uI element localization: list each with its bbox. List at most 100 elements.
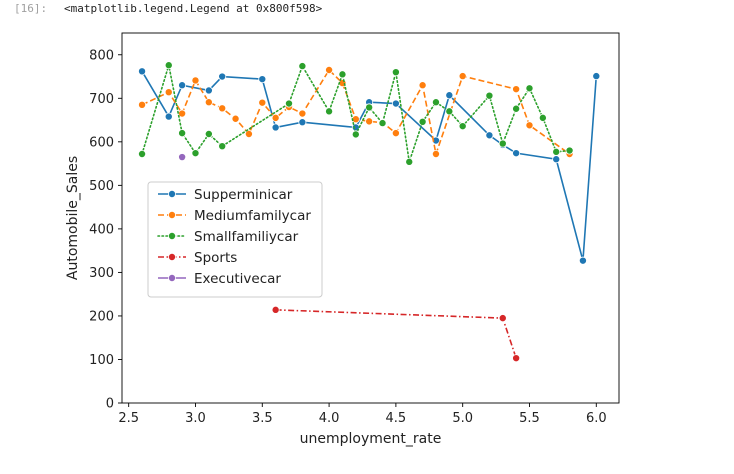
data-point: [271, 305, 280, 314]
data-point: [418, 81, 427, 90]
data-point: [298, 118, 307, 127]
data-point: [138, 67, 147, 76]
data-point: [512, 149, 521, 158]
data-point: [218, 142, 227, 151]
data-point: [498, 139, 507, 148]
data-point: [418, 117, 427, 126]
x-tick-label: 5.5: [519, 411, 540, 426]
series-line-sports: [275, 309, 517, 359]
data-point: [525, 84, 534, 93]
series-executivecar: [178, 153, 187, 162]
data-point: [231, 114, 240, 123]
cell-prompt: [16]:: [14, 2, 48, 15]
legend-label-supperminicar: Supperminicar: [194, 187, 293, 203]
data-point: [538, 113, 547, 122]
data-point: [298, 62, 307, 71]
data-point: [325, 66, 334, 75]
series-supperminicar: [138, 67, 601, 265]
data-point: [512, 85, 521, 94]
y-tick-label: 300: [89, 266, 114, 281]
legend-marker-supperminicar: [167, 189, 176, 198]
data-point: [498, 314, 507, 323]
legend-label-executivecar: Executivecar: [194, 271, 281, 287]
y-tick-label: 600: [89, 135, 114, 150]
x-tick-label: 5.0: [452, 411, 473, 426]
data-point: [351, 115, 360, 124]
data-point: [218, 72, 227, 81]
legend-marker-executivecar: [167, 273, 176, 282]
data-point: [258, 75, 267, 84]
data-point: [164, 61, 173, 70]
data-point: [351, 130, 360, 139]
data-point: [271, 123, 280, 132]
y-tick-label: 200: [89, 309, 114, 324]
y-tick-label: 800: [89, 48, 114, 63]
data-point: [552, 155, 561, 164]
data-point: [164, 88, 173, 97]
data-point: [458, 122, 467, 131]
legend-marker-smallfamiliycar: [167, 231, 176, 240]
y-tick-label: 0: [106, 397, 114, 412]
legend-label-mediumfamilycar: Mediumfamilycar: [194, 208, 311, 224]
data-point: [178, 81, 187, 90]
axes-layer: 2.5 3.0 3.5 4.0 4.5 5.0 5.5 6.0 0 100 200 300 400 500…: [65, 32, 620, 447]
x-tick-label: 4.5: [386, 411, 407, 426]
data-point: [391, 99, 400, 108]
data-point: [512, 354, 521, 363]
series-line-mediumfamilycar: [141, 68, 571, 158]
data-point: [391, 68, 400, 77]
series-smallfamiliycar: [138, 61, 574, 166]
data-point: [458, 72, 467, 81]
data-point: [218, 104, 227, 113]
data-point: [164, 112, 173, 121]
data-point: [431, 150, 440, 159]
series-mediumfamilycar: [138, 66, 574, 159]
x-tick-label: 4.0: [319, 411, 340, 426]
data-point: [578, 256, 587, 265]
legend-label-sports: Sports: [194, 250, 237, 266]
data-point: [338, 70, 347, 79]
y-axis-label: Automobile_Sales: [65, 156, 81, 280]
data-point: [365, 103, 374, 112]
x-tick-label: 6.0: [586, 411, 607, 426]
data-point: [378, 119, 387, 128]
data-point: [285, 99, 294, 108]
data-point: [191, 149, 200, 158]
data-point: [552, 147, 561, 156]
x-tick-label: 3.0: [185, 411, 206, 426]
data-point: [391, 129, 400, 138]
data-point: [204, 129, 213, 138]
data-point: [244, 129, 253, 138]
data-point: [565, 146, 574, 155]
data-point: [178, 109, 187, 118]
y-tick-label: 700: [89, 92, 114, 107]
data-point: [445, 107, 454, 116]
data-point: [405, 157, 414, 166]
data-point: [298, 109, 307, 118]
y-tick-label: 500: [89, 179, 114, 194]
legend: Supperminicar Mediumfamilycar Smallfamiliy…: [147, 181, 323, 298]
data-point: [431, 98, 440, 107]
legend-box: [147, 181, 323, 298]
data-point: [485, 91, 494, 100]
data-point: [204, 98, 213, 107]
legend-marker-sports: [167, 252, 176, 261]
data-point: [365, 117, 374, 126]
data-point: [512, 104, 521, 113]
series-sports: [271, 305, 521, 363]
data-point: [138, 100, 147, 109]
data-point: [445, 91, 454, 100]
plot-frame: [121, 32, 620, 404]
data-point: [178, 129, 187, 138]
legend-marker-mediumfamilycar: [167, 210, 176, 219]
data-point: [258, 98, 267, 107]
data-point: [191, 76, 200, 85]
x-tick-label: 2.5: [118, 411, 139, 426]
data-point: [485, 131, 494, 140]
data-point: [325, 107, 334, 116]
series-layer: [138, 61, 601, 363]
data-point: [592, 72, 601, 81]
cell-output-text: <matplotlib.legend.Legend at 0x800f598>: [64, 2, 323, 15]
data-point: [204, 86, 213, 95]
